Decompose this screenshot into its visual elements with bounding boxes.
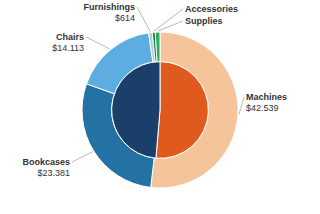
- svg-text:$614: $614: [115, 13, 135, 23]
- svg-text:$23.381: $23.381: [37, 168, 70, 178]
- svg-text:Chairs: Chairs: [56, 32, 84, 42]
- svg-text:Machines: Machines: [246, 92, 287, 102]
- svg-text:Bookcases: Bookcases: [22, 157, 70, 167]
- svg-text:Furnishings: Furnishings: [84, 2, 136, 12]
- svg-text:$42.539: $42.539: [246, 103, 279, 113]
- svg-text:Supplies: Supplies: [185, 16, 223, 26]
- svg-text:$14.113: $14.113: [52, 43, 84, 53]
- svg-text:Accessories: Accessories: [185, 4, 238, 14]
